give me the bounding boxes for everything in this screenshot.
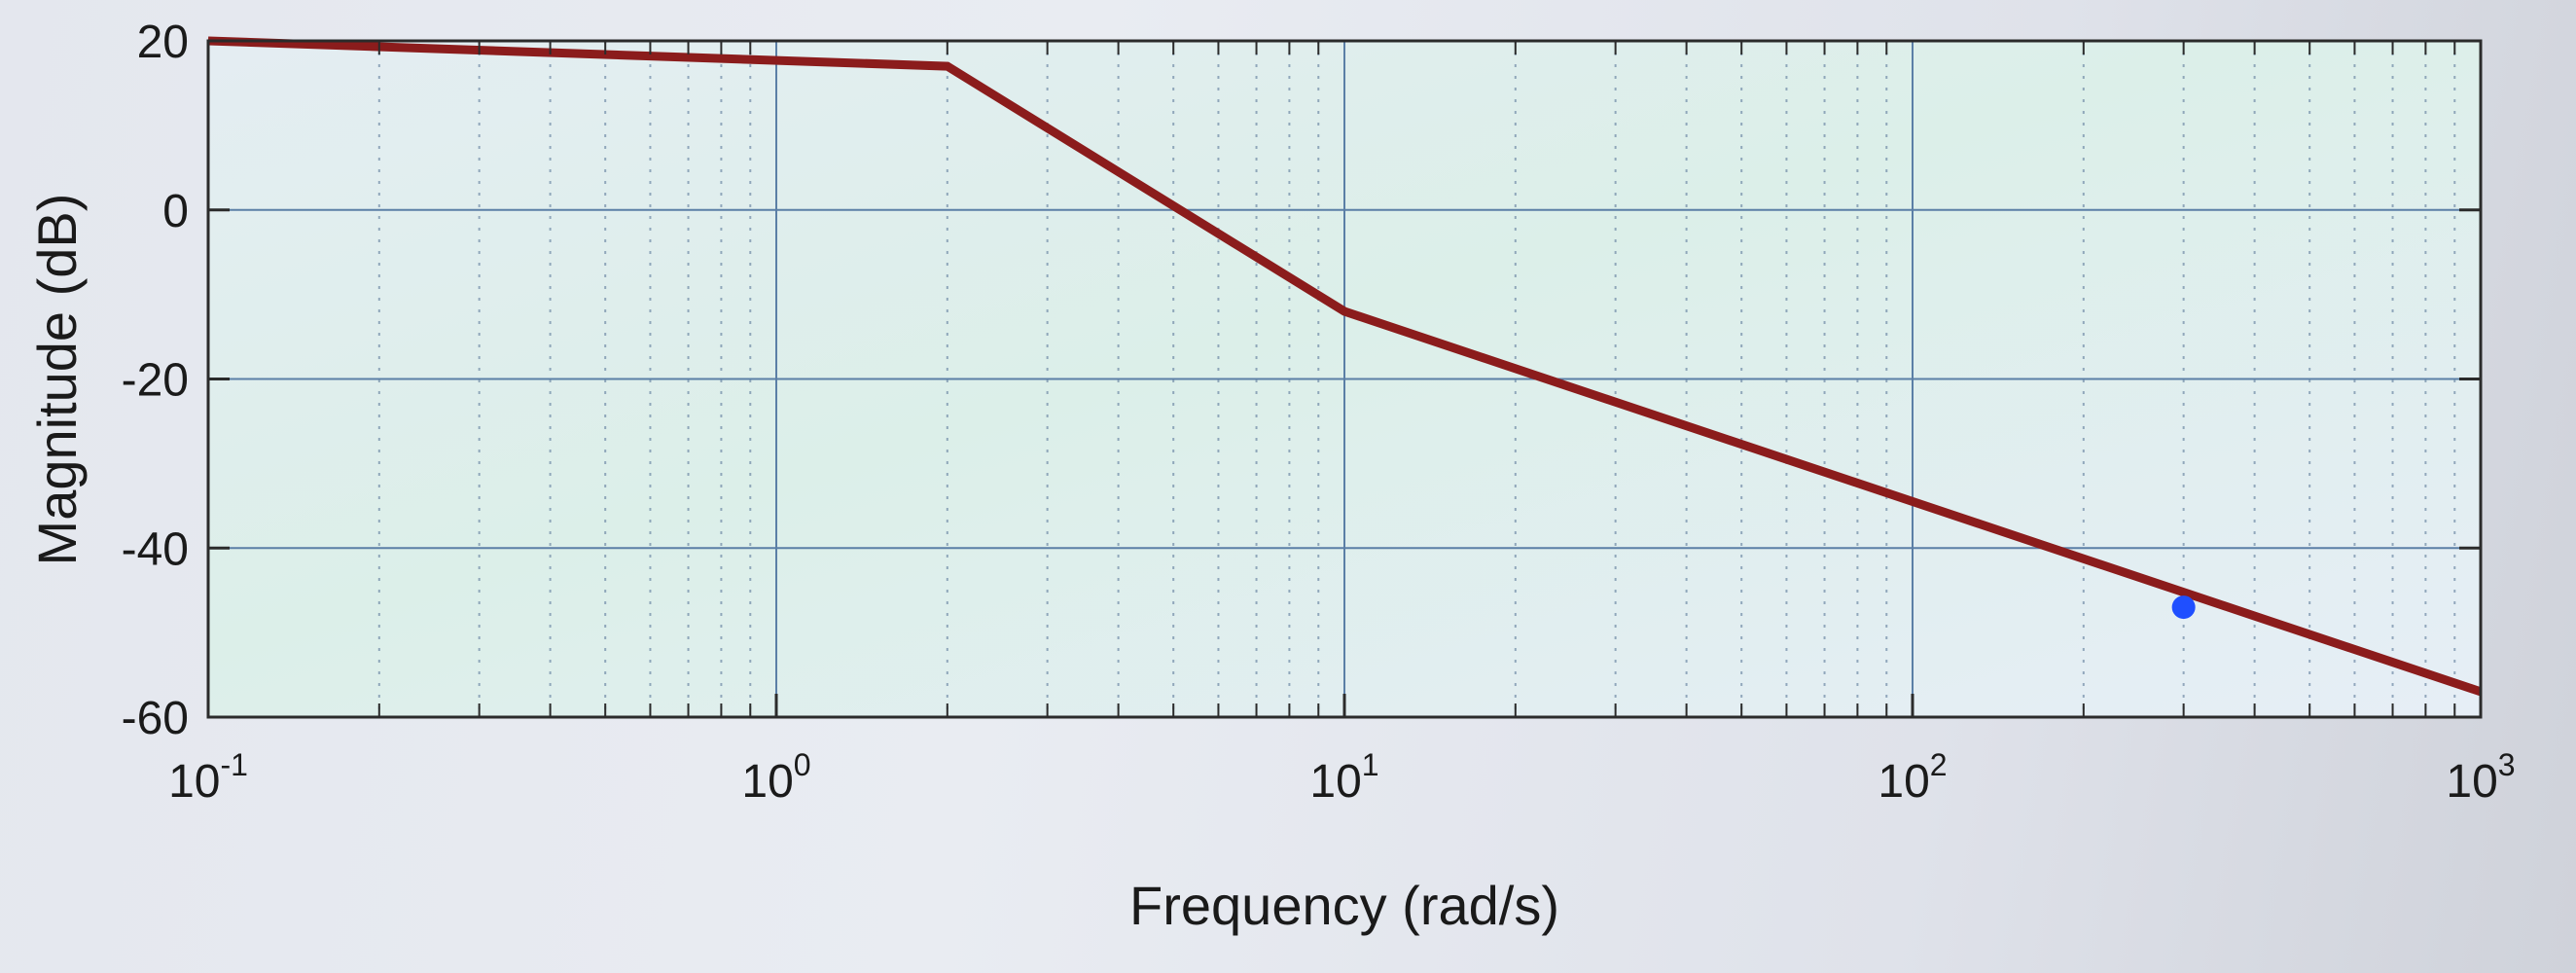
y-tick-label: -40 xyxy=(122,523,189,575)
y-tick-label: 0 xyxy=(162,186,189,237)
series-layer xyxy=(207,36,2483,697)
y-tick-labels: 20 0 -20 -40 -60 xyxy=(122,17,189,744)
x-tick-label: 102 xyxy=(1878,747,1947,808)
y-axis-title: Magnitude (dB) xyxy=(26,194,88,566)
y-tick-label: -20 xyxy=(122,355,189,407)
major-grid xyxy=(208,41,2481,717)
x-tick-label: 10-1 xyxy=(168,747,248,808)
x-axis-title: Frequency (rad/s) xyxy=(1129,875,1559,936)
x-tick-labels: 10-1 100 101 102 103 xyxy=(168,747,2516,808)
data-point-marker xyxy=(2171,595,2196,620)
x-tick-label: 103 xyxy=(2446,747,2515,808)
magnitude-line xyxy=(207,36,2483,697)
y-tick-label: 20 xyxy=(137,17,189,68)
y-tick-label: -60 xyxy=(122,693,189,744)
x-tick-label: 101 xyxy=(1309,747,1378,808)
tick-marks xyxy=(206,39,2483,719)
x-tick-label: 100 xyxy=(741,747,810,808)
